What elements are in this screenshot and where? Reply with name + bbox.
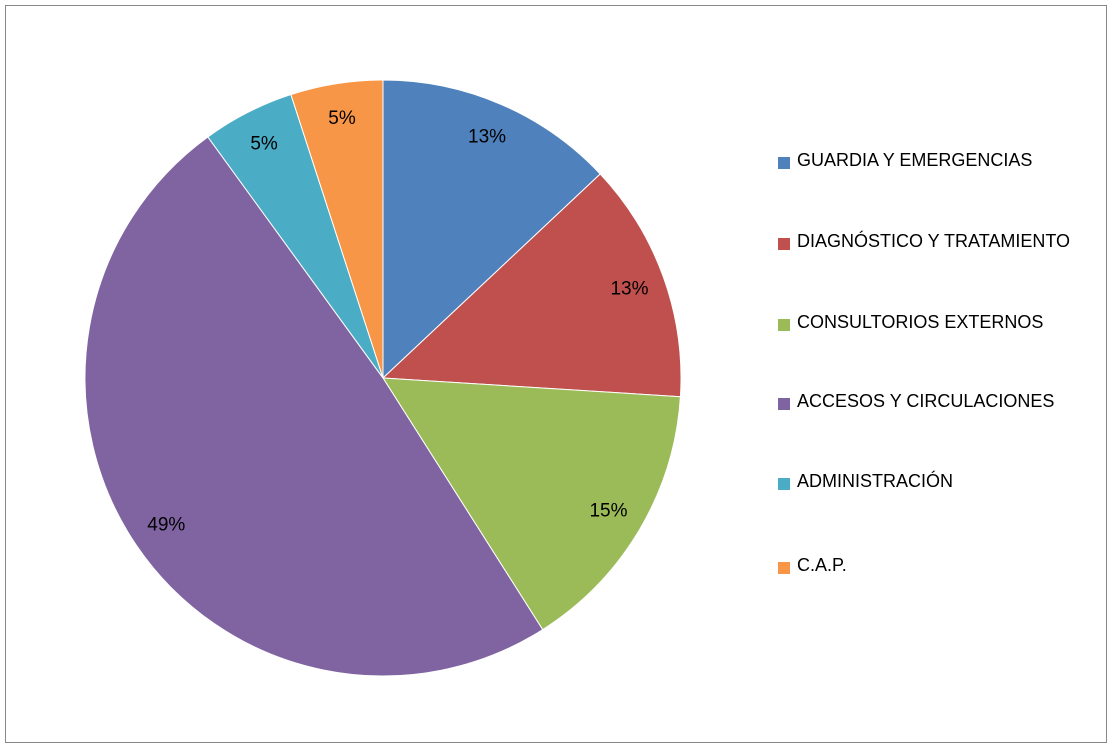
legend-item: ACCESOS Y CIRCULACIONES — [778, 391, 1097, 416]
legend-label: GUARDIA Y EMERGENCIAS — [797, 150, 1033, 170]
data-label: 13% — [468, 127, 506, 148]
legend-item: GUARDIA Y EMERGENCIAS — [778, 150, 1097, 175]
pie-slice — [290, 79, 384, 379]
legend-swatch — [778, 238, 790, 250]
pie-slice — [381, 173, 682, 398]
data-label: 5% — [328, 108, 356, 129]
legend-swatch — [778, 562, 790, 574]
legend-item: ADMINISTRACIÓN — [778, 471, 1097, 496]
data-label: 5% — [250, 134, 278, 155]
pie-slice — [382, 79, 601, 380]
legend-swatch — [778, 157, 790, 169]
legend-item: CONSULTORIOS EXTERNOS — [778, 312, 1097, 337]
legend-label: CONSULTORIOS EXTERNOS — [797, 312, 1044, 332]
legend-item: DIAGNÓSTICO Y TRATAMIENTO — [778, 231, 1097, 256]
data-label: 13% — [610, 278, 648, 299]
pie-slice — [382, 377, 681, 631]
data-label: 15% — [589, 500, 627, 521]
legend-swatch — [778, 478, 790, 490]
pie-slice — [84, 136, 544, 677]
legend-item: C.A.P. — [778, 555, 1097, 580]
legend-label: ACCESOS Y CIRCULACIONES — [797, 391, 1055, 411]
legend-label: ADMINISTRACIÓN — [797, 471, 954, 491]
legend-label: C.A.P. — [797, 555, 847, 575]
chart-frame — [5, 5, 1107, 743]
legend-swatch — [778, 319, 790, 331]
data-label: 49% — [147, 514, 185, 535]
legend-label: DIAGNÓSTICO Y TRATAMIENTO — [797, 231, 1071, 251]
legend-swatch — [778, 398, 790, 410]
